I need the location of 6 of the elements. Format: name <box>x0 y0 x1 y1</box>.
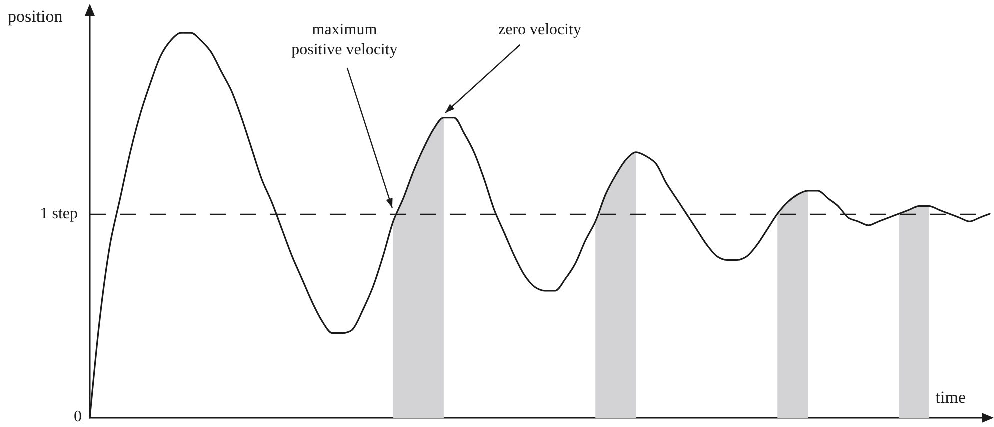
text: 0 <box>74 408 82 426</box>
annotation: maximum positive velocity <box>292 22 398 58</box>
x-axis-title: time <box>936 388 966 407</box>
ref-line-label: 1 step <box>40 206 78 222</box>
y-axis-title: position <box>8 7 64 26</box>
annotation: zero velocity <box>498 22 582 38</box>
